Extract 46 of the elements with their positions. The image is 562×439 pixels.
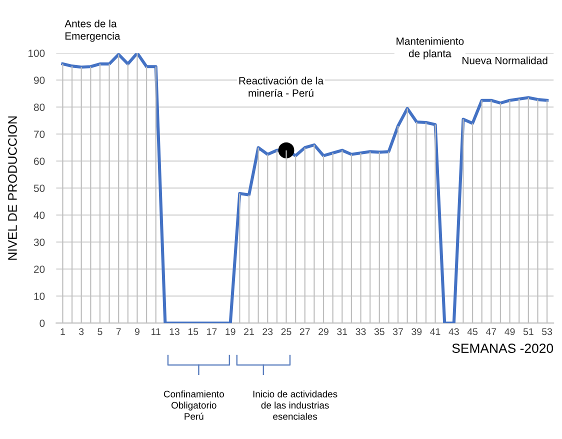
x-tick-label: 51 [523,328,534,336]
x-tick-label: 9 [134,328,140,336]
x-tick-label: 49 [504,328,515,336]
x-tick-label: 37 [392,328,403,336]
x-tick-label: 27 [300,328,310,336]
y-tick-label: 10 [34,292,45,300]
y-tick-label: 80 [34,104,45,111]
x-tick-label: 15 [188,328,198,336]
x-tick-label: 13 [170,328,180,336]
y-tick-label: 100 [28,50,45,57]
x-tick-label: 3 [79,328,84,336]
x-axis-title: SEMANAS -2020 [452,344,554,353]
y-tick-label: 90 [34,76,45,84]
y-tick-label: 40 [34,212,45,219]
x-tick-label: 35 [374,328,384,336]
x-tick-label: 1 [60,328,65,336]
x-tick-label: 47 [486,328,496,336]
text: Inicio de actividades de las industrias esenciales [253,390,338,420]
y-tick-label: 0 [40,320,45,327]
x-tick-label: 43 [448,328,459,336]
annotation: Nueva Normalidad [462,56,548,64]
x-tick-label: 45 [467,328,478,336]
x-tick-label: 41 [430,328,440,336]
x-tick-label: 31 [337,328,348,336]
annotation: Mantenimiento de planta [396,37,464,60]
x-tick-label: 19 [226,328,236,336]
x-tick-label: 53 [542,328,552,336]
x-tick-label: 5 [98,328,102,336]
y-axis-title: NIVEL DE PRODUCCION [8,116,17,260]
text: Antes de la Emergencia [64,20,120,42]
x-tick-label: 17 [207,328,217,336]
text: Confinamiento Obligatorio Perú [164,390,224,420]
x-tick-label: 29 [318,328,328,336]
x-tick-label: 33 [356,328,366,336]
y-tick-label: 30 [34,238,45,246]
y-tick-label: 60 [34,158,45,165]
y-tick-label: 70 [34,130,45,138]
x-tick-label: 23 [262,328,273,336]
x-tick-label: 25 [281,328,292,336]
annotation: Reactivación de la minería - Perú [239,76,324,97]
y-tick-label: 20 [34,266,45,273]
y-tick-label: 50 [34,184,45,192]
x-tick-label: 39 [412,328,422,336]
x-tick-label: 7 [116,328,121,336]
x-tick-label: 11 [152,328,160,336]
x-tick-label: 21 [244,328,254,336]
